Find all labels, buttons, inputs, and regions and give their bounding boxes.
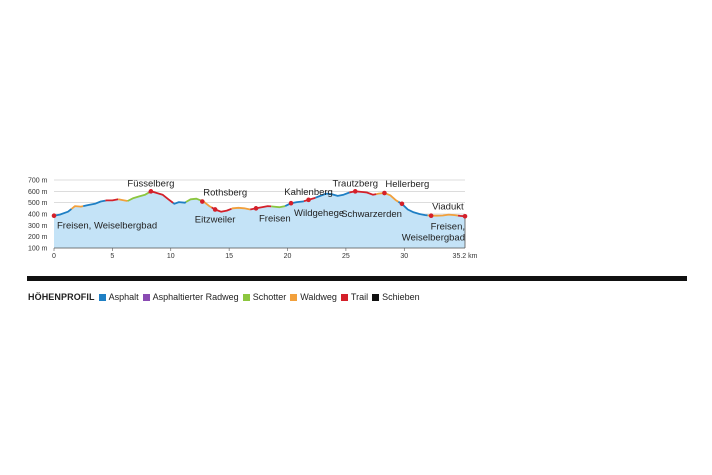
waypoint-label-line: Eitzweiler [195,214,236,225]
waypoint-label: Trautzberg [332,178,378,189]
waypoint-label: Hellerberg [385,179,429,190]
segment-waldweg [70,205,84,210]
segment-schotter [185,197,202,203]
segment-trail [303,196,316,203]
legend-item-schotter: Schotter [242,292,287,302]
x-tick-label: 0 [52,253,56,260]
segment-trail [105,198,119,202]
waypoint-label-line: Füsselberg [127,178,174,189]
waypoint-markers: Freisen, Weiselbergbad Füsselberg Rothsber… [51,178,468,243]
waypoint-marker [428,213,434,218]
x-tick-label: 20 [284,253,292,260]
legend-item-waldweg: Waldweg [290,292,337,302]
waypoint-marker [306,197,311,203]
waypoint-label: Füsselberg [127,178,174,189]
legend-items: Asphalt Asphaltierter Radweg Schotter Waldw… [98,292,424,302]
waypoint-label-line: Trautzberg [332,178,378,189]
x-tick-label: 25 [342,253,350,260]
divider-bar [27,276,687,281]
segment-asphalt [83,199,106,207]
segment-waldweg [118,198,128,202]
waypoint-label: Freisen, Weiselbergbad [57,221,157,232]
waypoint-label-line: Wildgehege [294,208,344,219]
legend-title: HÖHENPROFIL [28,292,95,302]
waypoint-label-line: Freisen, Weiselbergbad [57,221,157,232]
segment-asphalt [315,191,350,199]
waypoint-label-line: Freisen, [431,221,465,232]
legend-item-schieben: Schieben [372,292,420,302]
waypoint-label: Rothsberg [203,188,247,199]
segment-waldweg [231,206,251,211]
legend-label: Trail [350,292,369,302]
segment-asphalt [53,208,73,217]
legend-label: Asphaltierter Radweg [152,292,239,302]
x-tick-label: 10 [167,253,175,260]
legend-item-asphaltierter-radweg: Asphaltierter Radweg [142,292,239,302]
y-tick-label: 700 m [28,178,48,185]
waypoint-marker [399,201,405,207]
y-tick-label: 100 m [28,246,48,253]
waypoint-label-line: Freisen [259,213,291,224]
chart-axes: 100 m 200 m 300 m 400 m 500 m 600 m 700 m 0 5 10 1… [28,178,478,261]
waypoint-label: Viadukt [432,202,464,213]
legend-swatch [142,293,150,301]
waypoint-label-line: Kahlenberg [284,187,333,198]
waypoint-label-line: Viadukt [432,202,464,213]
waypoint-label: Kahlenberg [284,187,333,198]
legend-swatch [290,293,298,301]
waypoint-marker [199,199,205,204]
waypoint-label-line: Weiselbergbad [402,232,465,243]
waypoint-label: Freisen [259,213,291,224]
waypoint-marker [382,190,387,196]
waypoint-marker [148,189,154,194]
legend-swatch [242,293,250,301]
segment-schotter [127,191,150,202]
x-tick-label: 30 [400,253,408,260]
waypoint-label: Freisen, Weiselbergbad [402,221,465,243]
legend-label: Waldweg [300,292,337,302]
segment-schotter [271,205,286,209]
legend-label: Asphalt [108,292,139,302]
y-tick-label: 600 m [28,189,48,196]
y-tick-label: 500 m [28,200,48,207]
waypoint-marker [288,200,294,206]
segment-waldweg [376,192,399,203]
waypoint-label: Schwarzerden [341,209,402,220]
legend-swatch [98,293,106,301]
waypoint-marker [212,207,218,212]
waypoint-label-line: Rothsberg [203,188,247,199]
waypoint-marker [462,213,468,219]
waypoint-label-line: Hellerberg [385,179,429,190]
waypoint-marker [352,189,358,194]
legend-item-asphalt: Asphalt [98,292,139,302]
legend-swatch [372,293,380,301]
elevation-profile-chart: 100 m 200 m 300 m 400 m 500 m 600 m 700 m 0 5 10 1… [28,178,478,261]
y-tick-label: 200 m [28,234,48,241]
waypoint-label: Eitzweiler [195,214,236,225]
x-end-label: 35.2 km [453,253,478,260]
elevation-area [54,191,465,248]
legend-item-trail: Trail [340,292,369,302]
y-tick-label: 300 m [28,223,48,230]
legend-label: Schotter [252,292,287,302]
legend: HÖHENPROFIL Asphalt Asphaltierter Radweg S… [28,290,424,304]
legend-swatch [340,293,348,301]
y-tick-label: 400 m [28,212,48,219]
x-tick-label: 5 [110,253,114,260]
waypoint-label: Wildgehege [294,208,344,219]
x-tick-label: 15 [225,253,233,260]
waypoint-marker [51,213,57,218]
legend-label: Schieben [382,292,420,302]
waypoint-marker [253,206,259,211]
segment-asphalt [172,201,187,205]
waypoint-label-line: Schwarzerden [341,209,402,220]
